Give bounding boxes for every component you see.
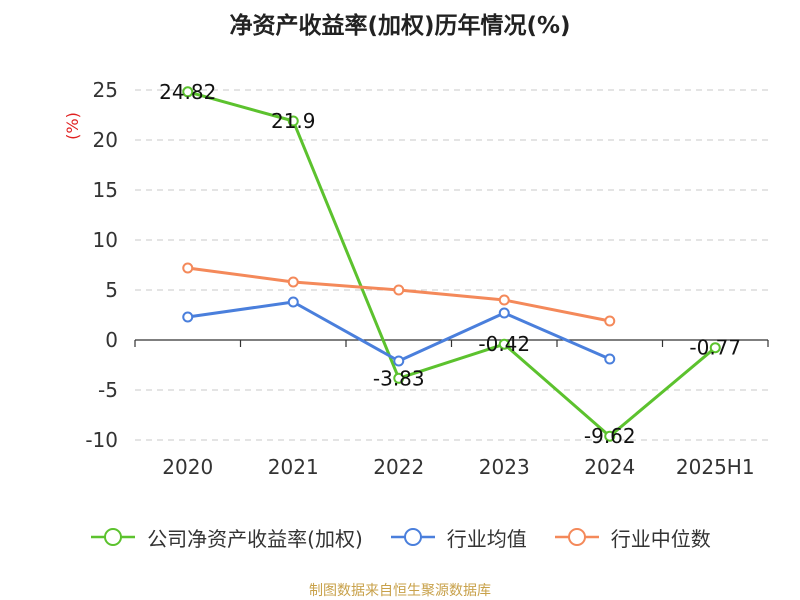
y-tick-label: 5 (105, 278, 118, 302)
data-point-series-2 (500, 309, 509, 318)
legend-swatch-icon (89, 526, 137, 548)
legend-item-2[interactable]: 行业均值 (389, 523, 527, 552)
data-label: -3.83 (373, 366, 425, 390)
legend-swatch-icon (389, 526, 437, 548)
legend: 公司净资产收益率(加权) 行业均值 行业中位数 (0, 520, 800, 554)
source-note: 制图数据来自恒生聚源数据库 (0, 580, 800, 600)
y-axis-label: (%) (63, 112, 82, 140)
x-tick-label: 2023 (479, 455, 530, 479)
legend-item-1[interactable]: 公司净资产收益率(加权) (89, 523, 363, 552)
x-tick-label: 2020 (162, 455, 213, 479)
legend-label: 行业中位数 (611, 523, 711, 552)
data-point-series-2 (605, 355, 614, 364)
series-line-1 (188, 92, 716, 436)
y-tick-label: 25 (93, 78, 118, 102)
data-label: -0.77 (689, 336, 741, 360)
x-tick-label: 2025H1 (676, 455, 755, 479)
data-label: 21.9 (271, 109, 316, 133)
line-chart: 25 20 15 10 5 0 -5 -10 2020 2021 2022 2023 2024 2025H… (0, 0, 800, 520)
legend-label: 行业均值 (447, 523, 527, 552)
x-tick-label: 2021 (268, 455, 319, 479)
y-tick-label: -10 (85, 428, 118, 452)
data-point-series-3 (500, 296, 509, 305)
x-tick-label: 2022 (373, 455, 424, 479)
x-tick-label: 2024 (584, 455, 635, 479)
y-tick-label: 15 (93, 178, 118, 202)
legend-swatch-icon (553, 526, 601, 548)
data-point-series-3 (394, 286, 403, 295)
data-point-series-2 (183, 313, 192, 322)
y-tick-label: -5 (98, 378, 118, 402)
data-label: -0.42 (478, 332, 530, 356)
legend-item-3[interactable]: 行业中位数 (553, 523, 711, 552)
data-point-series-3 (605, 317, 614, 326)
data-point-series-2 (289, 298, 298, 307)
y-tick-label: 10 (93, 228, 118, 252)
y-tick-label: 0 (105, 328, 118, 352)
data-point-series-3 (183, 264, 192, 273)
data-label: -9.62 (584, 424, 636, 448)
legend-label: 公司净资产收益率(加权) (147, 523, 363, 552)
y-tick-label: 20 (93, 128, 118, 152)
data-point-series-2 (394, 357, 403, 366)
series-line-2 (188, 302, 610, 361)
data-label: 24.82 (159, 80, 216, 104)
data-point-series-3 (289, 278, 298, 287)
